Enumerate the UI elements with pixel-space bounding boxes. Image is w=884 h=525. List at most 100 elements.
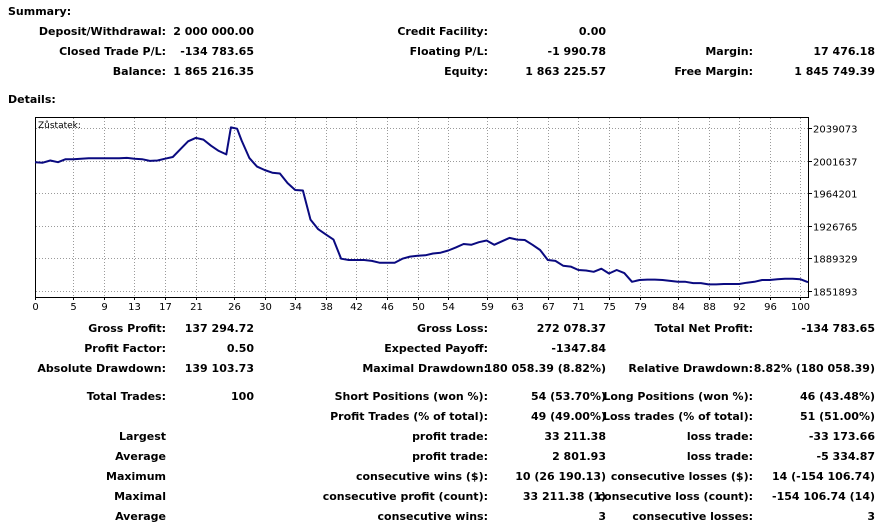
chart-x-tick-label: 21 <box>190 302 203 313</box>
relative-drawdown-label: Relative Drawdown: <box>628 362 753 375</box>
max-consec-losses-label: consecutive losses ($): <box>610 470 753 483</box>
chart-frame <box>35 117 809 298</box>
total-trades-value: 100 <box>231 390 254 403</box>
largest-profit-value: 33 211.38 <box>544 430 606 443</box>
largest-profit-label: profit trade: <box>412 430 488 443</box>
chart-x-tick-label: 26 <box>228 302 241 313</box>
balance-line <box>34 126 809 286</box>
chart-x-tick-label: 79 <box>634 302 647 313</box>
total-trades-label: Total Trades: <box>86 390 166 403</box>
short-positions-value: 54 (53.70%) <box>530 390 606 403</box>
relative-drawdown-value: 8.82% (180 058.39) <box>753 362 875 375</box>
maximal-consec-profit-label: consecutive profit (count): <box>322 490 488 503</box>
max-consec-wins-value: 10 (26 190.13) <box>515 470 606 483</box>
deposit-value: 2 000 000.00 <box>173 25 254 38</box>
maximal-consec-loss-value: -154 106.74 (14) <box>772 490 875 503</box>
balance-label: Balance: <box>112 65 166 78</box>
chart-x-tick-label: 63 <box>511 302 524 313</box>
margin-value: 17 476.18 <box>813 45 875 58</box>
max-consec-wins-label: consecutive wins ($): <box>355 470 488 483</box>
chart-x-tick-label: 54 <box>442 302 455 313</box>
summary-heading: Summary: <box>8 5 72 18</box>
average-loss-label: loss trade: <box>686 450 753 463</box>
avg-consec-losses-value: 3 <box>867 510 875 523</box>
balance-value: 1 865 216.35 <box>173 65 254 78</box>
credit-value: 0.00 <box>578 25 606 38</box>
chart-x-tick-label: 34 <box>289 302 302 313</box>
expected-payoff-label: Expected Payoff: <box>384 342 488 355</box>
chart-x-tick-label: 75 <box>603 302 616 313</box>
chart-x-tick-label: 100 <box>791 302 810 313</box>
equity-value: 1 863 225.57 <box>525 65 606 78</box>
largest-loss-label: loss trade: <box>686 430 753 443</box>
average-profit-label: profit trade: <box>412 450 488 463</box>
long-positions-label: Long Positions (won %): <box>603 390 753 403</box>
chart-title: Zůstatek: <box>38 120 81 131</box>
loss-trades-label: Loss trades (% of total): <box>602 410 753 423</box>
avg-consec-losses-label: consecutive losses: <box>632 510 753 523</box>
equity-label: Equity: <box>444 65 488 78</box>
maximal-drawdown-label: Maximal Drawdown: <box>362 362 488 375</box>
absolute-drawdown-value: 139 103.73 <box>184 362 254 375</box>
free-margin-label: Free Margin: <box>674 65 753 78</box>
average-loss-value: -5 334.87 <box>816 450 876 463</box>
chart-x-tick-label: 46 <box>381 302 394 313</box>
profit-factor-value: 0.50 <box>226 342 254 355</box>
gross-loss-value: 272 078.37 <box>536 322 606 335</box>
max-consec-losses-value: 14 (-154 106.74) <box>772 470 875 483</box>
maximal-consec-loss-label: consecutive loss (count): <box>597 490 753 503</box>
chart-x-tick-label: 92 <box>733 302 746 313</box>
chart-y-tick-label: 2001637 <box>813 158 858 169</box>
balance-chart-svg: 1851893 1889329 1926765 1964201 2001637 20390… <box>32 117 858 313</box>
chart-x-tick-label: 84 <box>672 302 685 313</box>
avg-consec-wins-label: consecutive wins: <box>377 510 488 523</box>
chart-x-tick-label: 59 <box>481 302 494 313</box>
maximal-label: Maximal <box>114 490 166 503</box>
average-label: Average <box>115 450 166 463</box>
profit-trades-value: 49 (49.00%) <box>530 410 606 423</box>
margin-label: Margin: <box>705 45 753 58</box>
total-net-profit-value: -134 783.65 <box>801 322 875 335</box>
absolute-drawdown-label: Absolute Drawdown: <box>37 362 166 375</box>
loss-trades-value: 51 (51.00%) <box>799 410 875 423</box>
floating-pl-label: Floating P/L: <box>409 45 488 58</box>
chart-x-tick-label: 96 <box>764 302 777 313</box>
largest-loss-value: -33 173.66 <box>808 430 875 443</box>
floating-pl-value: -1 990.78 <box>547 45 607 58</box>
chart-x-tick-label: 5 <box>70 302 76 313</box>
chart-y-tick-label: 2039073 <box>813 125 858 136</box>
chart-x-tick-label: 71 <box>572 302 585 313</box>
avg-consec-wins-value: 3 <box>598 510 606 523</box>
chart-y-tick-label: 1851893 <box>813 288 858 299</box>
details-heading: Details: <box>8 93 56 106</box>
free-margin-value: 1 845 749.39 <box>794 65 875 78</box>
maximal-consec-profit-value: 33 211.38 (1) <box>522 490 606 503</box>
gross-profit-label: Gross Profit: <box>88 322 166 335</box>
total-net-profit-label: Total Net Profit: <box>654 322 754 335</box>
chart-y-tick-label: 1889329 <box>813 255 858 266</box>
credit-label: Credit Facility: <box>397 25 488 38</box>
chart-x-tick-label: 30 <box>259 302 272 313</box>
profit-trades-label: Profit Trades (% of total): <box>330 410 488 423</box>
chart-y-tick-label: 1926765 <box>813 223 858 234</box>
chart-x-tick-label: 67 <box>542 302 555 313</box>
chart-y-tick-label: 1964201 <box>813 190 858 201</box>
long-positions-value: 46 (43.48%) <box>799 390 875 403</box>
chart-x-tick-label: 42 <box>350 302 363 313</box>
chart-x-tick-label: 9 <box>101 302 107 313</box>
maximum-label: Maximum <box>106 470 166 483</box>
chart-x-tick-label: 0 <box>32 302 38 313</box>
average-profit-value: 2 801.93 <box>552 450 606 463</box>
short-positions-label: Short Positions (won %): <box>334 390 488 403</box>
deposit-label: Deposit/Withdrawal: <box>38 25 166 38</box>
gross-loss-label: Gross Loss: <box>417 322 488 335</box>
chart-x-tick-label: 88 <box>703 302 716 313</box>
closed-pl-value: -134 783.65 <box>180 45 254 58</box>
profit-factor-label: Profit Factor: <box>84 342 166 355</box>
chart-x-tick-label: 50 <box>412 302 425 313</box>
gross-profit-value: 137 294.72 <box>184 322 254 335</box>
largest-label: Largest <box>119 430 166 443</box>
maximal-drawdown-value: 180 058.39 (8.82%) <box>484 362 606 375</box>
chart-x-tick-label: 38 <box>320 302 333 313</box>
closed-pl-label: Closed Trade P/L: <box>59 45 166 58</box>
